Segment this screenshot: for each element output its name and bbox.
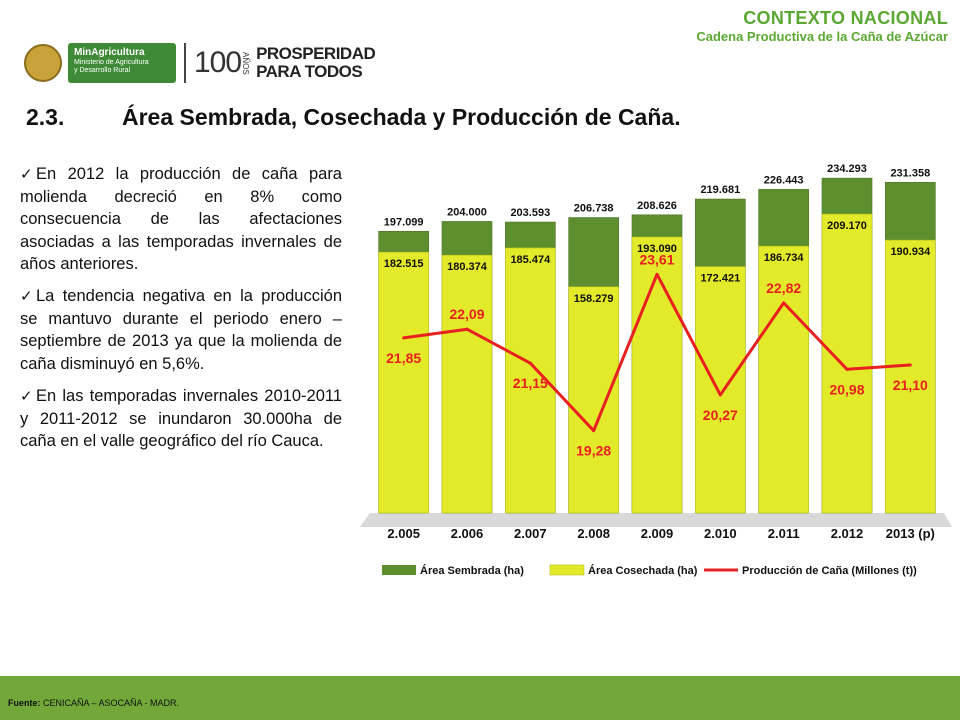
production-point bbox=[465, 327, 469, 331]
footer-source: Fuente: CENICAÑA – ASOCAÑA - MADR. bbox=[8, 698, 179, 708]
x-tick-label: 2.006 bbox=[451, 526, 484, 541]
label-area-cosechada: 185.474 bbox=[510, 254, 551, 266]
minagricultura-logo: MinAgricultura Ministerio de Agricultura… bbox=[68, 43, 176, 83]
production-label: 19,28 bbox=[576, 443, 611, 459]
bar-area-cosechada bbox=[441, 254, 493, 514]
x-tick-label: 2.012 bbox=[831, 526, 864, 541]
centenario-number: 100 bbox=[194, 46, 242, 79]
minag-line2: y Desarrollo Rural bbox=[74, 66, 131, 74]
logo-bar: MinAgricultura Ministerio de Agricultura… bbox=[24, 40, 376, 86]
production-point bbox=[592, 429, 596, 433]
legend-label-cosechada: Área Cosechada (ha) bbox=[588, 564, 698, 577]
label-area-sembrada: 206.738 bbox=[574, 203, 614, 215]
bullet-text: La tendencia negativa en la producción s… bbox=[20, 287, 342, 373]
bullet-text: En las temporadas invernales 2010-2011 y… bbox=[20, 386, 342, 451]
label-area-cosechada: 182.515 bbox=[384, 258, 424, 270]
bullet-item: ✓ En 2012 la producción de caña para moli… bbox=[20, 163, 342, 275]
label-area-sembrada: 226.443 bbox=[764, 174, 804, 186]
production-label: 23,61 bbox=[639, 251, 674, 267]
checkmark-icon: ✓ bbox=[20, 166, 33, 183]
production-point bbox=[718, 393, 722, 397]
production-label: 21,10 bbox=[893, 377, 928, 393]
label-area-cosechada: 190.934 bbox=[890, 246, 931, 258]
legend-label-produccion: Producción de Caña (Millones (t)) bbox=[742, 565, 917, 577]
x-tick-label: 2.005 bbox=[387, 526, 420, 541]
prosperidad-logo: PROSPERIDAD PARA TODOS bbox=[256, 44, 376, 81]
bar-area-cosechada bbox=[631, 236, 683, 514]
bullet-item: ✓ La tendencia negativa en la producción … bbox=[20, 285, 342, 375]
bar-area-cosechada bbox=[695, 266, 746, 514]
section-title: 2.3. Área Sembrada, Cosechada y Producció… bbox=[26, 104, 681, 131]
label-area-sembrada: 231.358 bbox=[890, 167, 930, 179]
production-label: 20,98 bbox=[829, 381, 864, 397]
legend-swatch-sembrada bbox=[382, 565, 416, 575]
production-label: 21,15 bbox=[513, 375, 548, 391]
x-tick-label: 2013 (p) bbox=[886, 526, 935, 541]
bar-area-cosechada bbox=[378, 251, 429, 514]
production-label: 22,09 bbox=[449, 306, 484, 322]
production-label: 21,85 bbox=[386, 350, 421, 366]
chart-floor bbox=[360, 513, 952, 527]
production-point bbox=[782, 301, 786, 305]
minag-name: MinAgricultura bbox=[74, 47, 145, 58]
section-title-text: Área Sembrada, Cosechada y Producción de… bbox=[122, 104, 681, 130]
label-area-cosechada: 193.090 bbox=[637, 243, 677, 255]
production-point bbox=[655, 272, 659, 276]
bullet-item: ✓ En las temporadas invernales 2010-2011 … bbox=[20, 385, 342, 453]
production-point bbox=[908, 363, 912, 367]
section-number: 2.3. bbox=[26, 104, 65, 130]
production-point bbox=[402, 336, 406, 340]
header-subtitle: Cadena Productiva de la Caña de Azúcar bbox=[696, 29, 948, 44]
label-area-cosechada: 180.374 bbox=[447, 261, 488, 273]
centenario-label: AÑOS bbox=[241, 51, 251, 75]
x-tick-label: 2.009 bbox=[641, 526, 674, 541]
footer-label: Fuente: bbox=[8, 698, 41, 708]
checkmark-icon: ✓ bbox=[20, 387, 33, 405]
x-tick-label: 2.007 bbox=[514, 526, 547, 541]
label-area-sembrada: 208.626 bbox=[637, 200, 677, 212]
label-area-sembrada: 234.293 bbox=[827, 163, 867, 175]
area-production-chart: 197.099 182.515 2.005 204.000 180.374 2.006 20… bbox=[360, 163, 952, 577]
legend-swatch-cosechada bbox=[549, 564, 585, 576]
checkmark-icon: ✓ bbox=[20, 288, 33, 306]
production-point bbox=[845, 367, 849, 371]
production-label: 20,27 bbox=[703, 407, 738, 423]
header: CONTEXTO NACIONAL Cadena Productiva de l… bbox=[696, 8, 948, 44]
logo-divider bbox=[184, 43, 186, 83]
coat-of-arms-icon bbox=[24, 44, 62, 82]
bar-area-cosechada bbox=[885, 239, 936, 514]
bullet-text: En 2012 la producción de caña para molie… bbox=[20, 165, 342, 273]
bullet-list: ✓ En 2012 la producción de caña para moli… bbox=[20, 163, 342, 462]
label-area-sembrada: 197.099 bbox=[384, 216, 424, 228]
minag-line1: Ministerio de Agricultura bbox=[74, 58, 149, 66]
label-area-cosechada: 186.734 bbox=[764, 252, 805, 264]
x-tick-label: 2.011 bbox=[768, 526, 800, 541]
production-point bbox=[528, 361, 532, 365]
production-label: 22,82 bbox=[766, 280, 801, 296]
bar-area-cosechada bbox=[568, 286, 619, 514]
footer-text: CENICAÑA – ASOCAÑA - MADR. bbox=[43, 698, 180, 708]
x-tick-label: 2.008 bbox=[577, 526, 610, 541]
label-area-cosechada: 172.421 bbox=[700, 273, 740, 285]
header-title: CONTEXTO NACIONAL bbox=[743, 8, 948, 28]
label-area-cosechada: 209.170 bbox=[827, 220, 867, 232]
footer-bar bbox=[0, 676, 960, 720]
prosperidad-line2: PARA TODOS bbox=[256, 62, 363, 81]
label-area-sembrada: 203.593 bbox=[510, 207, 550, 219]
prosperidad-line1: PROSPERIDAD bbox=[256, 44, 376, 63]
label-area-sembrada: 204.000 bbox=[447, 206, 487, 218]
label-area-sembrada: 219.681 bbox=[700, 184, 740, 196]
legend-label-sembrada: Área Sembrada (ha) bbox=[420, 564, 524, 577]
bar-area-cosechada bbox=[821, 213, 873, 514]
bar-area-cosechada bbox=[758, 245, 809, 514]
label-area-cosechada: 158.279 bbox=[574, 293, 614, 305]
x-tick-label: 2.010 bbox=[704, 526, 737, 541]
